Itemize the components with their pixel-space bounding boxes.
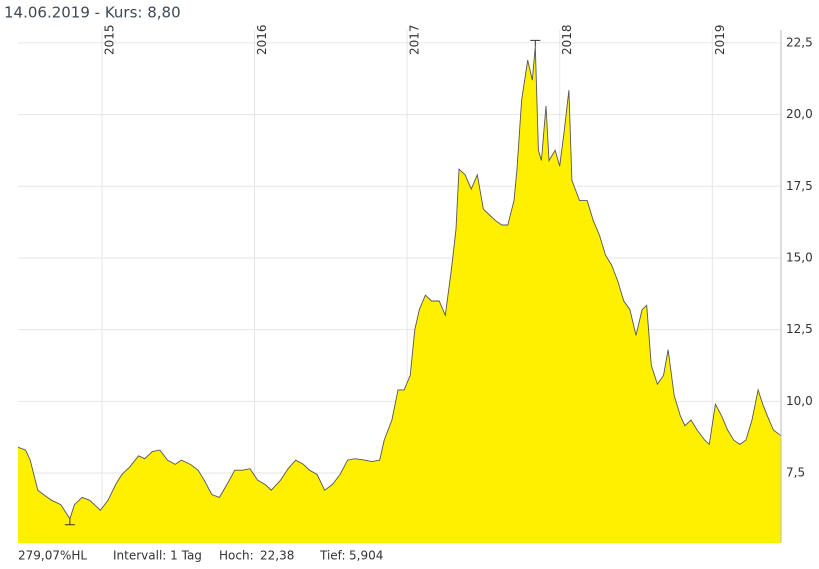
chart-title: 14.06.2019 - Kurs: 8,80 xyxy=(4,4,181,22)
y-tick-label: 20,0 xyxy=(786,107,813,121)
interval: Intervall: 1 Tag xyxy=(113,549,202,563)
y-tick-label: 10,0 xyxy=(786,394,813,408)
x-tick-label: 2018 xyxy=(560,24,574,55)
x-tick-label: 2017 xyxy=(408,24,422,55)
x-tick-label: 2015 xyxy=(102,24,116,55)
y-tick-label: 17,5 xyxy=(786,179,813,193)
plot xyxy=(17,39,782,544)
area xyxy=(18,46,781,544)
y-tick-label: 12,5 xyxy=(786,322,813,336)
y-tick-label: 15,0 xyxy=(786,250,813,264)
x-tick-label: 2019 xyxy=(713,24,727,55)
y-tick-label: 22,5 xyxy=(786,35,813,49)
extreme-marker xyxy=(64,518,75,526)
extreme-marker xyxy=(530,39,541,47)
low-value: 5,904 xyxy=(349,549,383,563)
low-label: Tief: xyxy=(319,549,346,563)
y-tick-label: 7,5 xyxy=(786,466,805,480)
x-tick-label: 2016 xyxy=(255,24,269,55)
line xyxy=(17,46,782,520)
high-value: 22,38 xyxy=(260,549,294,563)
high-label: Hoch: xyxy=(219,549,254,563)
axes: 7,5 10,0 12,5 15,0 17,5 20,0 22,5 2015 2016 2017 2… xyxy=(102,24,813,543)
performance: 279,07%HL xyxy=(18,549,87,563)
